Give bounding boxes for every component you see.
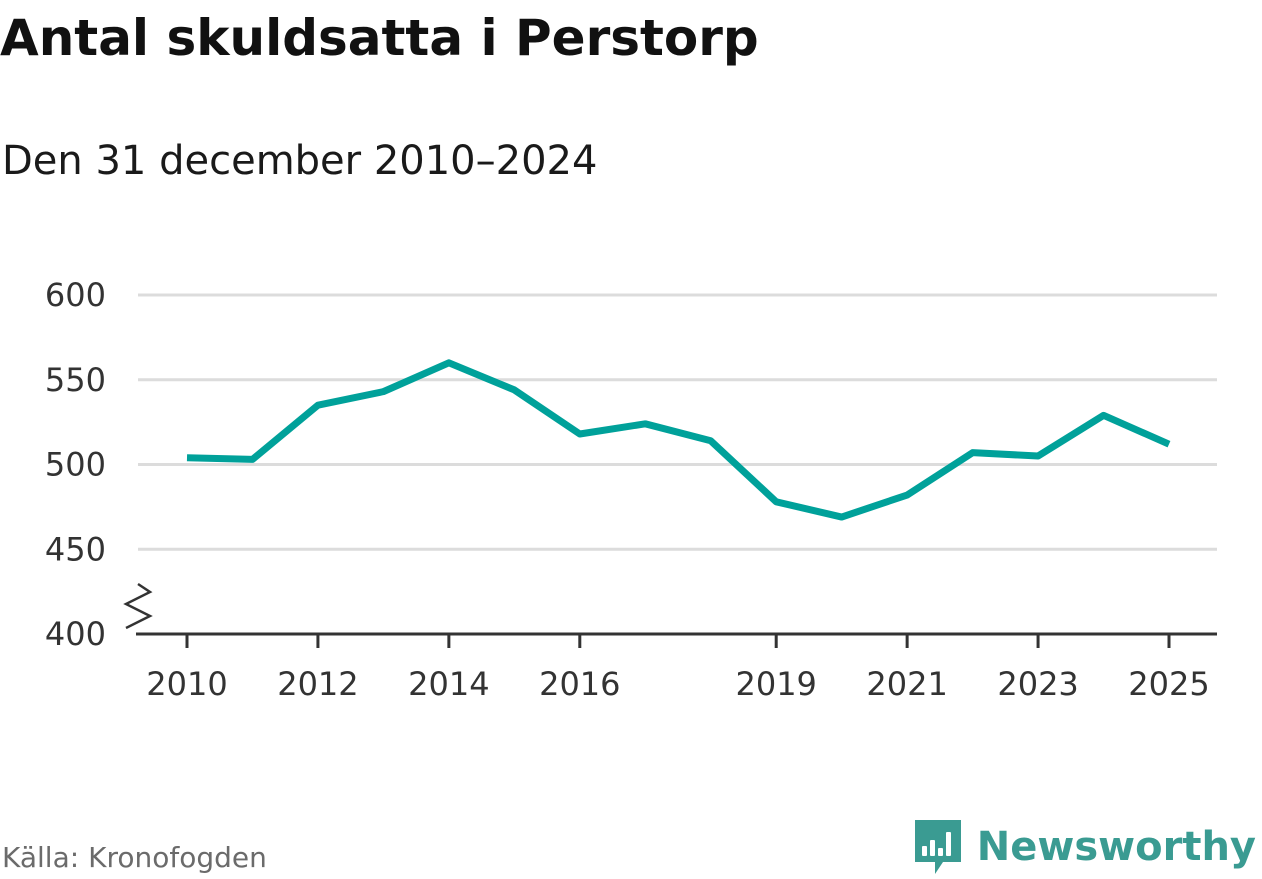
x-tick-label-2023: 2023: [997, 665, 1078, 703]
y-axis-break-marker: [123, 582, 153, 630]
brand-logo: Newsworthy: [913, 818, 1256, 876]
grid-lines: [138, 293, 1217, 551]
y-tick-label-500: 500: [45, 446, 106, 484]
chart-title: Antal skuldsatta i Perstorp: [0, 9, 759, 67]
y-axis-ticks: 400 450 500 550 600: [45, 276, 106, 653]
series-layer: [186, 359, 1171, 521]
y-tick-label-550: 550: [45, 361, 106, 399]
bar-chart-speech-bubble-icon: [914, 820, 961, 874]
y-tick-label-400: 400: [45, 615, 106, 653]
x-tick-label-2012: 2012: [277, 665, 358, 703]
y-tick-label-450: 450: [45, 530, 106, 568]
x-tick-label-2016: 2016: [539, 665, 620, 703]
x-tick-label-2025: 2025: [1128, 665, 1209, 703]
y-tick-label-600: 600: [45, 276, 106, 314]
x-axis: [123, 582, 1217, 636]
series-line-0: [186, 359, 1171, 521]
brand-name: Newsworthy: [976, 824, 1256, 870]
x-tick-label-2019: 2019: [735, 665, 816, 703]
x-tick-label-2010: 2010: [146, 665, 227, 703]
x-tick-label-2014: 2014: [408, 665, 489, 703]
source-note: Källa: Kronofogden: [2, 841, 267, 874]
chart-subtitle: Den 31 december 2010–2024: [2, 138, 598, 184]
x-axis-ticks: 2010 2012 2014 2016 2019 2021 2023 2025: [146, 634, 1210, 703]
x-tick-label-2021: 2021: [866, 665, 947, 703]
